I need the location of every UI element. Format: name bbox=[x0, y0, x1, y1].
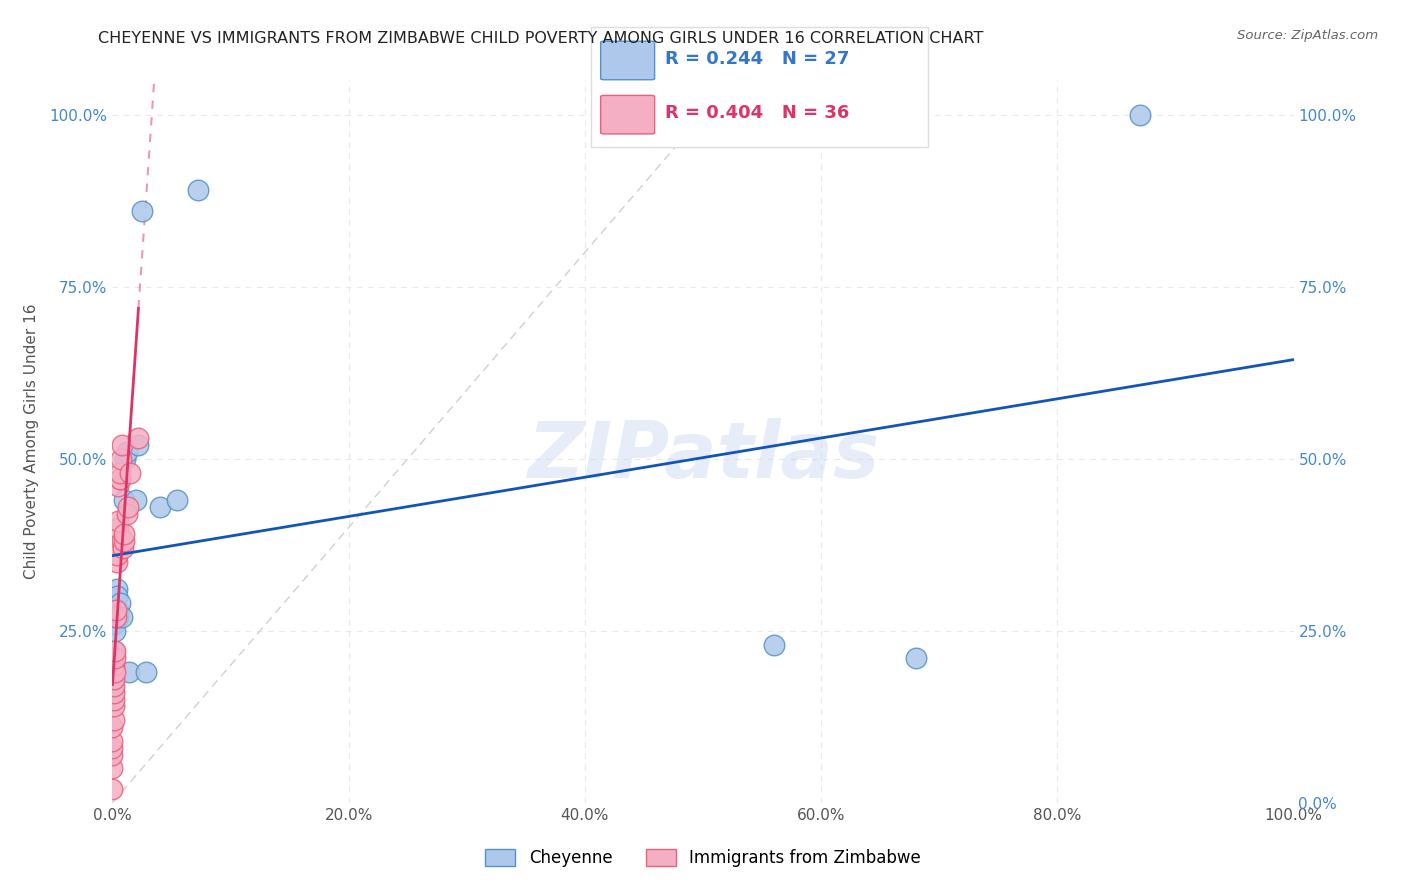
Point bbox=[105, 610, 128, 624]
Point bbox=[104, 644, 127, 658]
Point bbox=[104, 665, 127, 679]
Point bbox=[104, 624, 127, 638]
Point bbox=[103, 713, 125, 727]
Point bbox=[101, 740, 124, 755]
Point bbox=[107, 520, 129, 534]
Point bbox=[104, 651, 127, 665]
Point bbox=[112, 534, 135, 549]
Point bbox=[1129, 108, 1152, 122]
FancyBboxPatch shape bbox=[600, 41, 655, 79]
Point bbox=[101, 782, 124, 797]
Y-axis label: Child Poverty Among Girls Under 16: Child Poverty Among Girls Under 16 bbox=[24, 304, 38, 579]
Point bbox=[105, 603, 128, 617]
Point bbox=[127, 431, 149, 445]
Point bbox=[101, 720, 124, 734]
Point bbox=[115, 507, 138, 521]
Point bbox=[103, 692, 125, 706]
Point bbox=[104, 603, 127, 617]
Point bbox=[135, 665, 157, 679]
Point bbox=[103, 672, 125, 686]
Text: ZIPatlas: ZIPatlas bbox=[527, 418, 879, 494]
Point bbox=[904, 651, 927, 665]
Point bbox=[131, 204, 153, 219]
Point bbox=[108, 472, 131, 486]
Point bbox=[111, 438, 134, 452]
Point bbox=[125, 493, 148, 508]
Point bbox=[103, 644, 125, 658]
Point bbox=[117, 500, 139, 514]
Point bbox=[105, 548, 128, 562]
Point bbox=[103, 658, 125, 673]
Point bbox=[107, 479, 129, 493]
Text: R = 0.244   N = 27: R = 0.244 N = 27 bbox=[665, 50, 849, 69]
Text: R = 0.404   N = 36: R = 0.404 N = 36 bbox=[665, 104, 849, 122]
Point bbox=[118, 665, 141, 679]
Point bbox=[101, 734, 124, 748]
Point bbox=[103, 679, 125, 693]
Point bbox=[108, 596, 131, 610]
Point bbox=[101, 747, 124, 762]
Point bbox=[114, 451, 136, 466]
Point bbox=[112, 541, 135, 556]
Point bbox=[103, 610, 125, 624]
Point bbox=[108, 466, 131, 480]
Point bbox=[112, 493, 135, 508]
Point bbox=[105, 590, 128, 604]
Point bbox=[105, 555, 128, 569]
Point bbox=[186, 183, 208, 197]
Point bbox=[105, 603, 128, 617]
Point bbox=[149, 500, 172, 514]
Text: CHEYENNE VS IMMIGRANTS FROM ZIMBABWE CHILD POVERTY AMONG GIRLS UNDER 16 CORRELAT: CHEYENNE VS IMMIGRANTS FROM ZIMBABWE CHI… bbox=[98, 31, 984, 46]
Point bbox=[115, 445, 138, 459]
Point bbox=[103, 699, 125, 714]
Point bbox=[101, 761, 124, 775]
Point bbox=[110, 451, 132, 466]
Point bbox=[108, 472, 131, 486]
Point bbox=[112, 527, 135, 541]
Point bbox=[107, 610, 129, 624]
FancyBboxPatch shape bbox=[600, 95, 655, 134]
Point bbox=[107, 514, 129, 528]
Point bbox=[105, 610, 128, 624]
Legend: Cheyenne, Immigrants from Zimbabwe: Cheyenne, Immigrants from Zimbabwe bbox=[478, 842, 928, 874]
Point bbox=[166, 493, 188, 508]
Point bbox=[107, 603, 129, 617]
Point bbox=[762, 638, 785, 652]
Point bbox=[103, 686, 125, 700]
Point bbox=[111, 610, 134, 624]
FancyBboxPatch shape bbox=[591, 27, 928, 147]
Point bbox=[127, 438, 149, 452]
Text: Source: ZipAtlas.com: Source: ZipAtlas.com bbox=[1237, 29, 1378, 42]
Point bbox=[111, 534, 134, 549]
Point bbox=[105, 582, 128, 597]
Point bbox=[103, 616, 125, 631]
Point bbox=[120, 466, 142, 480]
